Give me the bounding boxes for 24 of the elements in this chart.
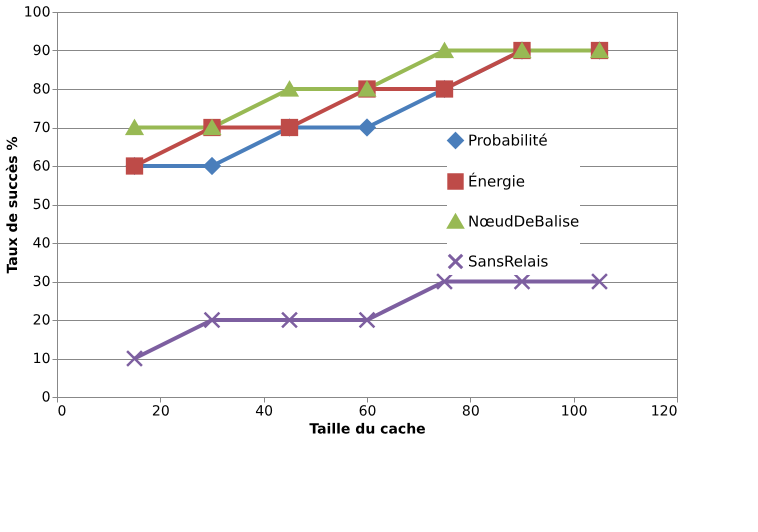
y-tick-label: 70 xyxy=(32,120,50,136)
y-tick-label: 40 xyxy=(32,236,50,252)
x-tick-label: 80 xyxy=(462,404,480,420)
x-tick-label: 40 xyxy=(255,404,274,420)
y-tick-label: 10 xyxy=(32,351,50,367)
y-axis-title: Taux de succès % xyxy=(4,136,21,274)
y-tick-label: 20 xyxy=(32,312,50,328)
y-tick-label: 90 xyxy=(32,43,50,59)
y-tick-label: 60 xyxy=(32,158,50,174)
y-tick-label: 80 xyxy=(32,82,50,98)
y-tick-label: 30 xyxy=(32,274,50,290)
x-axis-title: Taille du cache xyxy=(309,422,426,438)
x-tick-label: 60 xyxy=(358,404,376,420)
y-tick-label: 50 xyxy=(32,197,50,213)
x-tick-label: 120 xyxy=(650,404,678,420)
x-tick-label: 0 xyxy=(58,404,66,420)
y-tick-label: 100 xyxy=(24,4,50,20)
legend-label: NœudDeBalise xyxy=(468,212,580,230)
x-tick-label: 100 xyxy=(560,404,588,420)
legend-label: Énergie xyxy=(468,172,526,190)
x-tick-label: 20 xyxy=(152,404,170,420)
legend-label: SansRelais xyxy=(468,252,549,270)
y-tick-label: 0 xyxy=(42,390,50,406)
legend-label: Probabilité xyxy=(468,132,548,150)
